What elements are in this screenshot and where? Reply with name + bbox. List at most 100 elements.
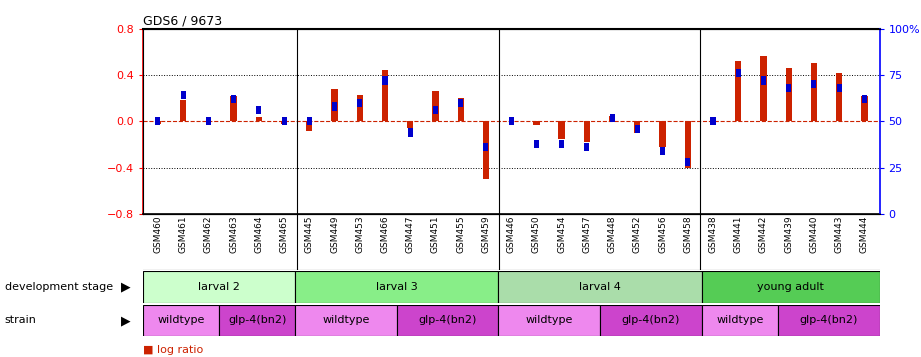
Text: glp-4(bn2): glp-4(bn2) xyxy=(418,315,477,326)
Bar xyxy=(156,117,160,125)
Text: GSM460: GSM460 xyxy=(154,215,162,253)
Bar xyxy=(296,271,498,303)
Text: GDS6 / 9673: GDS6 / 9673 xyxy=(143,14,222,27)
Text: GSM438: GSM438 xyxy=(708,215,717,253)
Text: larval 4: larval 4 xyxy=(579,282,621,292)
Text: glp-4(bn2): glp-4(bn2) xyxy=(622,315,680,326)
Text: GSM465: GSM465 xyxy=(280,215,288,253)
Bar xyxy=(357,99,362,107)
Bar xyxy=(498,305,600,336)
Bar xyxy=(230,96,237,121)
Text: strain: strain xyxy=(5,315,37,326)
Text: glp-4(bn2): glp-4(bn2) xyxy=(799,315,858,326)
Bar xyxy=(533,121,540,125)
Bar xyxy=(484,143,488,151)
Bar xyxy=(180,101,186,121)
Bar xyxy=(635,125,640,133)
Bar xyxy=(778,305,880,336)
Bar xyxy=(498,271,702,303)
Bar xyxy=(332,102,337,111)
Text: GSM451: GSM451 xyxy=(431,215,440,253)
Text: GSM440: GSM440 xyxy=(810,215,819,253)
Text: GSM466: GSM466 xyxy=(380,215,390,253)
Bar xyxy=(407,121,414,128)
Text: ▶: ▶ xyxy=(122,314,131,327)
Text: GSM448: GSM448 xyxy=(608,215,616,253)
Bar xyxy=(836,73,843,121)
Bar xyxy=(458,99,463,107)
Bar xyxy=(736,69,740,77)
Text: GSM445: GSM445 xyxy=(305,215,314,253)
Text: young adult: young adult xyxy=(757,282,824,292)
Bar xyxy=(786,68,792,121)
Text: GSM463: GSM463 xyxy=(229,215,239,253)
Bar xyxy=(702,305,778,336)
Bar xyxy=(861,96,868,121)
Bar xyxy=(836,84,842,92)
Text: glp-4(bn2): glp-4(bn2) xyxy=(227,315,286,326)
Bar xyxy=(635,121,640,133)
Text: GSM447: GSM447 xyxy=(406,215,414,253)
Bar xyxy=(219,305,296,336)
Text: development stage: development stage xyxy=(5,282,112,292)
Bar xyxy=(508,117,514,125)
Bar xyxy=(534,140,539,148)
Bar xyxy=(432,91,438,121)
Bar xyxy=(281,121,287,124)
Bar xyxy=(862,95,867,103)
Bar xyxy=(483,121,489,179)
Bar xyxy=(559,140,565,148)
Bar xyxy=(735,61,741,121)
Text: wildtype: wildtype xyxy=(157,315,204,326)
Text: GSM456: GSM456 xyxy=(658,215,667,253)
Bar xyxy=(307,117,312,125)
Bar xyxy=(382,76,388,85)
Bar xyxy=(761,56,766,121)
Text: ▶: ▶ xyxy=(122,281,131,294)
Text: wildtype: wildtype xyxy=(322,315,369,326)
Text: larval 2: larval 2 xyxy=(198,282,239,292)
Bar xyxy=(231,95,236,103)
Text: wildtype: wildtype xyxy=(526,315,573,326)
Bar xyxy=(181,91,186,100)
Bar xyxy=(155,121,161,124)
Text: GSM452: GSM452 xyxy=(633,215,642,253)
Text: GSM454: GSM454 xyxy=(557,215,566,253)
Text: GSM453: GSM453 xyxy=(356,215,365,253)
Bar xyxy=(282,117,286,125)
Bar xyxy=(685,158,691,166)
Bar xyxy=(143,271,296,303)
Bar xyxy=(458,98,464,121)
Text: larval 3: larval 3 xyxy=(376,282,418,292)
Bar xyxy=(660,147,665,155)
Text: GSM462: GSM462 xyxy=(204,215,213,253)
Bar xyxy=(397,305,498,336)
Bar xyxy=(584,121,590,142)
Bar xyxy=(610,114,614,122)
Text: GSM441: GSM441 xyxy=(734,215,742,253)
Bar xyxy=(584,143,589,151)
Bar xyxy=(433,106,438,114)
Bar xyxy=(306,121,312,131)
Text: GSM442: GSM442 xyxy=(759,215,768,253)
Bar xyxy=(600,305,702,336)
Bar xyxy=(382,70,388,121)
Text: GSM458: GSM458 xyxy=(683,215,693,253)
Bar xyxy=(143,305,219,336)
Bar xyxy=(356,95,363,121)
Bar xyxy=(609,116,615,121)
Bar xyxy=(810,64,817,121)
Text: GSM439: GSM439 xyxy=(784,215,793,253)
Bar xyxy=(787,84,791,92)
Text: GSM443: GSM443 xyxy=(834,215,844,253)
Text: ■ log ratio: ■ log ratio xyxy=(143,345,203,355)
Bar xyxy=(710,117,716,125)
Bar xyxy=(256,117,262,121)
Text: GSM449: GSM449 xyxy=(330,215,339,253)
Text: GSM455: GSM455 xyxy=(456,215,465,253)
Bar xyxy=(811,80,817,88)
Bar xyxy=(684,121,691,168)
Text: GSM461: GSM461 xyxy=(179,215,188,253)
Bar xyxy=(702,271,880,303)
Text: GSM457: GSM457 xyxy=(582,215,591,253)
